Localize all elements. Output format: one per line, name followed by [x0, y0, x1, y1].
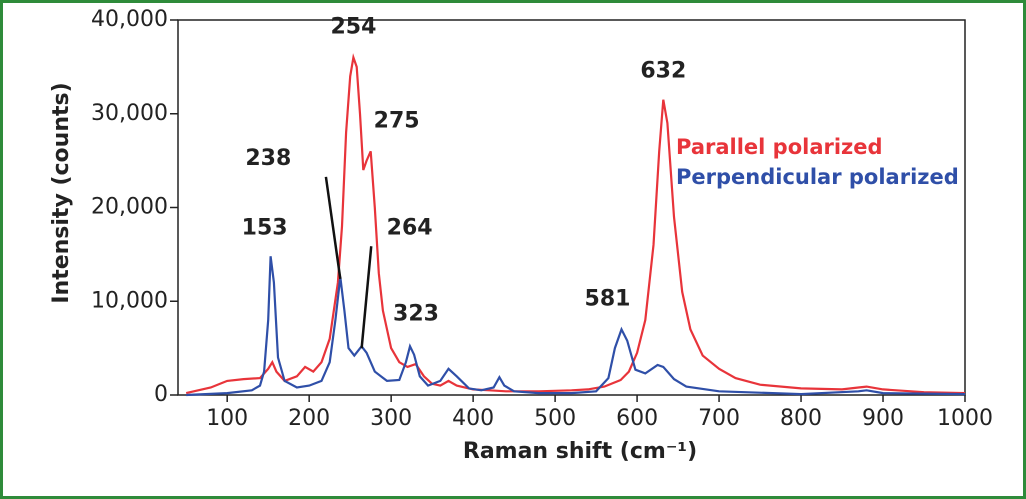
leader-line	[360, 246, 373, 349]
x-tick-label: 500	[534, 406, 576, 431]
x-tick-label: 200	[288, 406, 330, 431]
peak-label: 264	[387, 215, 433, 240]
peak-label: 254	[330, 15, 376, 40]
leader-line	[324, 176, 342, 280]
x-tick-label: 800	[780, 406, 822, 431]
x-tick-label: 700	[698, 406, 740, 431]
peak-label: 153	[242, 215, 288, 240]
peak-label: 581	[585, 286, 631, 311]
legend-label: Perpendicular polarized	[676, 165, 959, 189]
peak-label: 323	[393, 301, 439, 326]
x-tick-label: 900	[862, 406, 904, 431]
legend-label: Parallel polarized	[676, 135, 883, 159]
y-tick-label: 40,000	[91, 7, 168, 32]
peak-label: 632	[640, 59, 686, 84]
series-line	[185, 53, 966, 395]
x-tick-label: 100	[206, 406, 248, 431]
y-tick-label: 10,000	[91, 288, 168, 313]
peak-label: 275	[374, 108, 420, 133]
x-tick-label: 400	[452, 406, 494, 431]
x-tick-label: 1000	[937, 406, 993, 431]
y-tick-label: 20,000	[91, 195, 168, 220]
x-tick-label: 300	[370, 406, 412, 431]
series-line	[186, 256, 966, 397]
peak-label: 238	[245, 146, 291, 171]
y-tick-label: 0	[154, 382, 168, 407]
x-tick-label: 600	[616, 406, 658, 431]
x-axis-label: Raman shift (cm⁻¹)	[463, 439, 697, 464]
y-tick-label: 30,000	[91, 101, 168, 126]
y-axis-label: Intensity (counts)	[49, 82, 74, 303]
